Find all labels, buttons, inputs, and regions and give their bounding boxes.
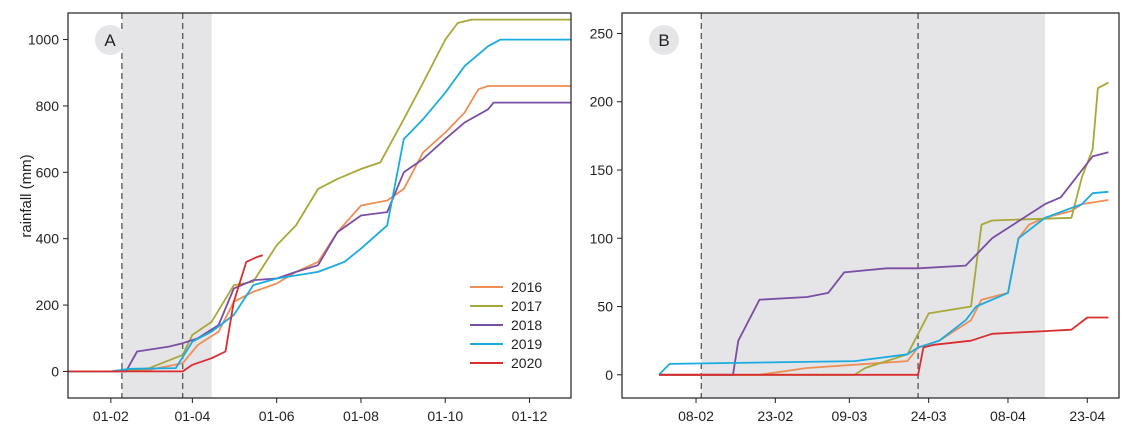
y-tick-label: 0 <box>51 363 59 379</box>
series-line-2016 <box>68 85 571 373</box>
plot-frame-b <box>621 12 1120 399</box>
y-tick-label: 200 <box>590 94 614 110</box>
y-tick-label: 1000 <box>28 32 59 48</box>
panel-label-badge-a <box>95 25 125 55</box>
x-tick-label: 08-02 <box>678 408 714 424</box>
legend-label-2018: 2018 <box>511 317 542 333</box>
x-tick-label: 01-12 <box>512 408 548 424</box>
dashed-markers-a <box>121 13 184 398</box>
y-tick-label: 150 <box>590 162 614 178</box>
x-axis-ticks-b: 08-02 23-02 09-03 24-03 08-04 23-04 <box>678 398 1105 424</box>
x-tick-label: 01-08 <box>343 408 379 424</box>
legend: 2016 2017 2018 2019 2020 <box>470 279 542 371</box>
x-tick-label: 01-10 <box>427 408 463 424</box>
series-line-2017 <box>659 81 1109 376</box>
y-tick-label: 600 <box>36 164 60 180</box>
y-axis-label: rainfall (mm) <box>18 154 35 237</box>
panel-label-badge-b <box>649 25 679 55</box>
series-line-2019 <box>658 190 1109 376</box>
x-tick-label: 01-04 <box>174 408 210 424</box>
x-tick-label: 23-02 <box>757 408 793 424</box>
series-line-2019 <box>68 38 571 373</box>
panel-label-a: A <box>104 31 116 50</box>
panel-label-b: B <box>658 31 669 50</box>
y-tick-label: 200 <box>36 297 60 313</box>
plot-frame-a <box>67 12 572 399</box>
series-line-2018 <box>68 101 571 373</box>
x-tick-label: 01-02 <box>93 408 129 424</box>
y-tick-label: 50 <box>597 299 613 315</box>
y-tick-label: 100 <box>590 230 614 246</box>
y-tick-label: 250 <box>590 25 614 41</box>
series-line-2020 <box>659 316 1109 376</box>
x-axis-ticks-a: 01-02 01-04 01-06 01-08 01-10 01-12 <box>93 398 548 424</box>
y-tick-label: 800 <box>36 98 60 114</box>
series-line-2018 <box>659 151 1109 376</box>
series-group-b <box>658 81 1109 376</box>
legend-label-2019: 2019 <box>511 336 542 352</box>
legend-label-2020: 2020 <box>511 355 542 371</box>
y-axis-ticks-b: 0 50 100 150 200 250 <box>590 25 622 383</box>
legend-label-2016: 2016 <box>511 279 542 295</box>
shaded-period-a <box>121 13 212 398</box>
series-line-2017 <box>68 18 571 373</box>
legend-label-2017: 2017 <box>511 298 542 314</box>
series-group-a <box>68 18 571 373</box>
y-tick-label: 0 <box>605 367 613 383</box>
y-axis-ticks-a: 0 200 400 600 800 1000 <box>28 32 68 379</box>
x-tick-label: 09-03 <box>831 408 867 424</box>
y-tick-label: 400 <box>36 231 60 247</box>
x-tick-label: 08-04 <box>990 408 1026 424</box>
series-line-2020 <box>68 254 264 373</box>
x-tick-label: 23-04 <box>1069 408 1105 424</box>
x-tick-label: 24-03 <box>911 408 947 424</box>
series-line-2016 <box>659 199 1109 376</box>
shaded-period-b <box>701 13 1045 398</box>
x-tick-label: 01-06 <box>259 408 295 424</box>
